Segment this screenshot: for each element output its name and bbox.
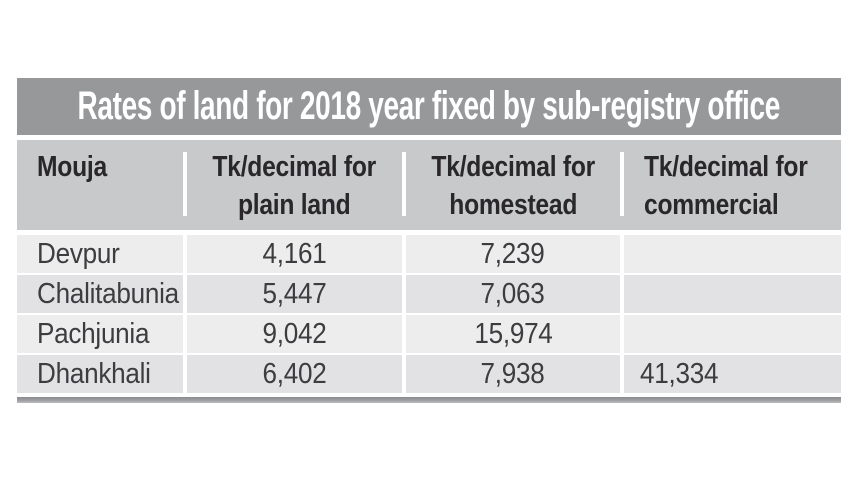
infographic: Rates of land for 2018 year fixed by sub…: [17, 78, 841, 403]
cell-commercial: 41,334: [624, 355, 841, 393]
cell-homestead: 7,938: [406, 355, 620, 393]
cell-plain-land: 5,447: [187, 275, 402, 313]
cell-homestead: 7,063: [406, 275, 620, 313]
column-separator: [183, 152, 187, 216]
table-row: Dhankhali 6,402 7,938 41,334: [17, 355, 841, 393]
table-header-row: Mouja Tk/decimal for plain land Tk/decim…: [17, 140, 841, 230]
header-cell-commercial: Tk/decimal for commercial: [624, 140, 841, 230]
header-label-commercial-line1: Tk/decimal for: [644, 151, 808, 183]
table-row: Pachjunia 9,042 15,974: [17, 315, 841, 353]
header-cell-mouja: Mouja: [17, 140, 183, 230]
page-title: Rates of land for 2018 year fixed by sub…: [77, 84, 781, 128]
header-label-plain-land-line2: plain land: [238, 189, 351, 221]
column-separator: [402, 152, 406, 216]
cell-commercial: [624, 315, 841, 353]
header-label-commercial-line2: commercial: [644, 189, 779, 221]
header-label-homestead-line1: Tk/decimal for: [431, 151, 595, 183]
table-row: Chalitabunia 5,447 7,063: [17, 275, 841, 313]
cell-commercial: [624, 275, 841, 313]
column-separator: [620, 152, 624, 216]
table-body: Devpur 4,161 7,239 Chalitabunia 5,447 7,…: [17, 235, 841, 393]
header-cell-homestead: Tk/decimal for homestead: [406, 140, 620, 230]
header-label-mouja: Mouja: [37, 151, 107, 183]
cell-mouja: Pachjunia: [17, 315, 183, 353]
cell-plain-land: 4,161: [187, 235, 402, 273]
header-label-plain-land-line1: Tk/decimal for: [212, 151, 377, 183]
cell-plain-land: 6,402: [187, 355, 402, 393]
header-cell-plain-land: Tk/decimal for plain land: [187, 140, 402, 230]
cell-plain-land: 9,042: [187, 315, 402, 353]
cell-mouja: Devpur: [17, 235, 183, 273]
cell-homestead: 7,239: [406, 235, 620, 273]
cell-homestead: 15,974: [406, 315, 620, 353]
cell-commercial: [624, 235, 841, 273]
table-row: Devpur 4,161 7,239: [17, 235, 841, 273]
title-bar: Rates of land for 2018 year fixed by sub…: [17, 78, 841, 135]
bottom-divider: [17, 397, 841, 403]
cell-mouja: Chalitabunia: [17, 275, 183, 313]
header-label-homestead-line2: homestead: [449, 189, 577, 221]
cell-mouja: Dhankhali: [17, 355, 183, 393]
